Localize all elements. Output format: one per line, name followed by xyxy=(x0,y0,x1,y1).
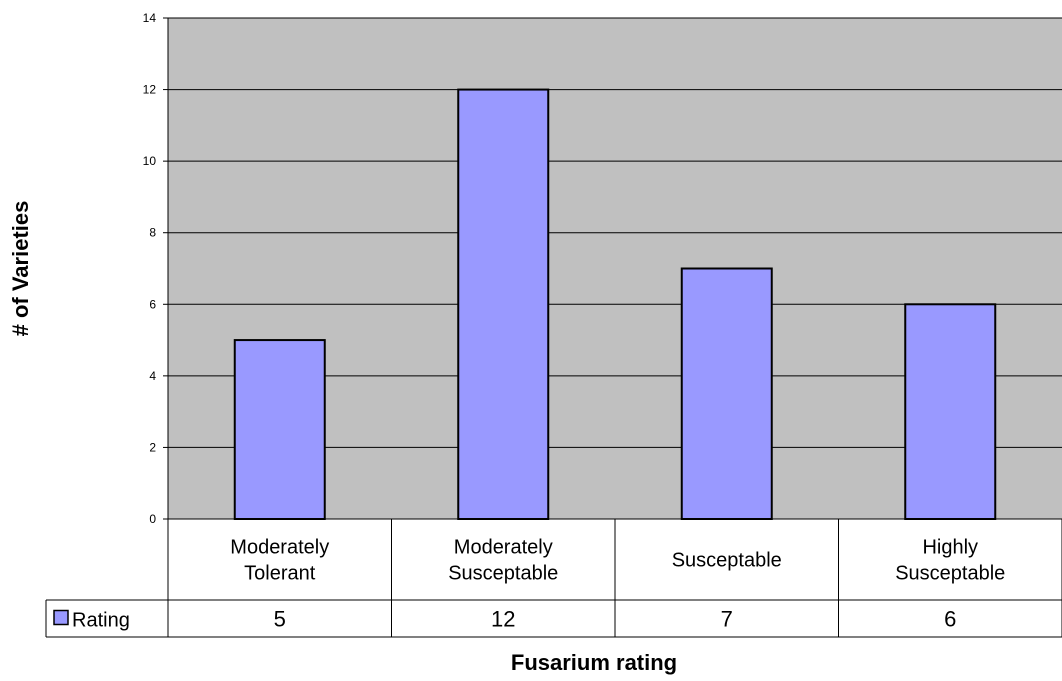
bar xyxy=(904,303,997,520)
x-category-label: Moderately Susceptable xyxy=(448,537,558,585)
y-tick-label: 4 xyxy=(149,369,156,383)
x-category-label: Susceptable xyxy=(672,550,782,572)
data-table: Moderately Tolerant Moderately Susceptable S… xyxy=(45,518,1062,638)
data-table-value: 6 xyxy=(944,607,956,632)
axes xyxy=(163,17,169,520)
data-table-value: 7 xyxy=(721,607,733,632)
y-axis-title: # of Varieties xyxy=(8,201,33,337)
x-category-label: Highly Susceptable xyxy=(895,537,1005,585)
bar xyxy=(457,88,550,520)
y-tick-label: 12 xyxy=(143,83,157,97)
x-category-label: Moderately Tolerant xyxy=(230,537,329,585)
y-ticks: 0 2 4 6 8 10 12 14 xyxy=(143,11,157,526)
x-axis-title: Fusarium rating xyxy=(511,650,677,675)
legend-key xyxy=(53,609,69,626)
y-tick-label: 6 xyxy=(149,297,156,311)
bar xyxy=(233,339,326,521)
y-tick-label: 2 xyxy=(149,440,156,454)
y-tick-label: 8 xyxy=(149,226,156,240)
data-table-value: 5 xyxy=(274,607,286,632)
y-tick-label: 0 xyxy=(149,512,156,526)
bar xyxy=(680,267,773,520)
legend-series-name: Rating xyxy=(72,610,130,632)
y-tick-label: 14 xyxy=(143,11,157,25)
data-table-value: 12 xyxy=(491,607,515,632)
y-tick-label: 10 xyxy=(143,154,157,168)
